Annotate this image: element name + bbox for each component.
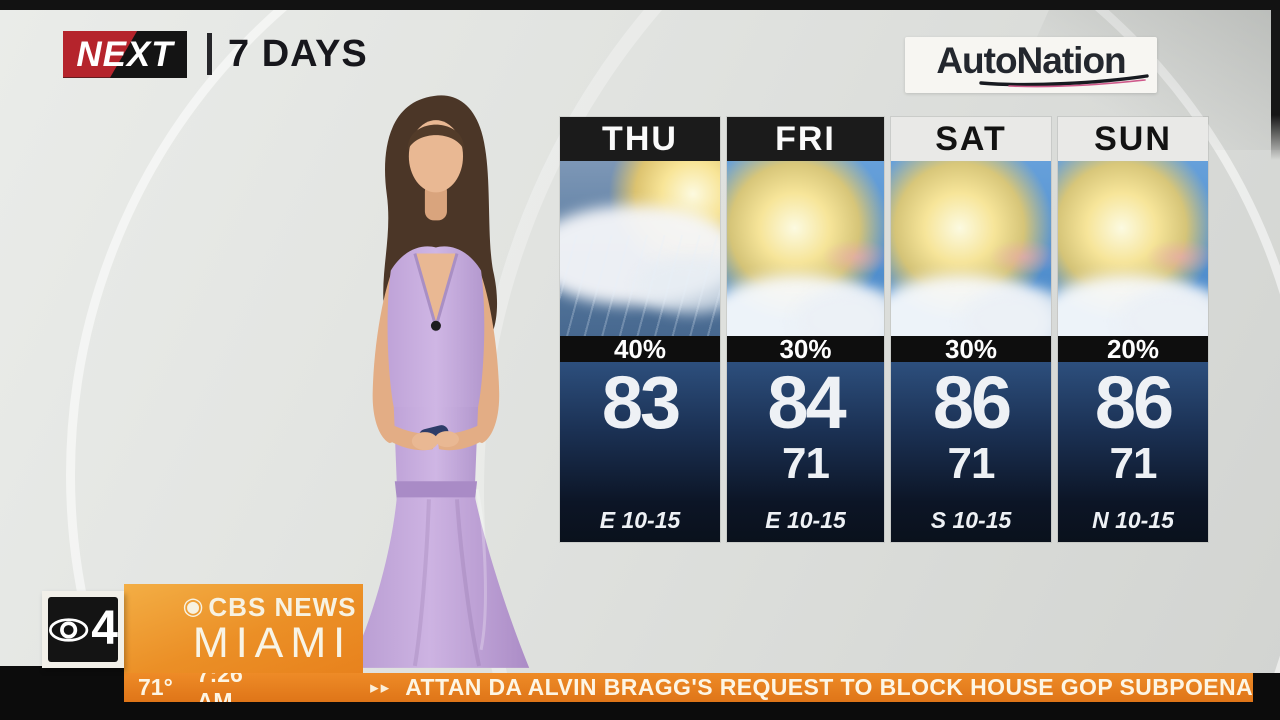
high-temp: 84 — [767, 361, 846, 444]
ticker-headline: ATTAN DA ALVIN BRAGG'S REQUEST TO BLOCK … — [405, 674, 1253, 700]
temperature-panel: 84 71 E 10-15 — [727, 362, 884, 542]
forecast-day-column: SAT 30% 86 71 S 10-15 — [891, 117, 1051, 542]
current-temperature: 71° — [138, 674, 173, 700]
wind-forecast: E 10-15 — [599, 507, 681, 533]
day-label: THU — [560, 117, 720, 161]
wind-forecast: N 10-15 — [1092, 507, 1174, 533]
low-temp: 71 — [947, 439, 996, 488]
ticker-arrows-icon: ▸▸ — [370, 677, 392, 697]
channel-logo: 4 — [42, 591, 124, 668]
forecast-day-column: FRI 30% 84 71 E 10-15 — [727, 117, 884, 542]
cbs-news-wordmark: ◉ CBS NEWS — [182, 594, 356, 620]
station-city: MIAMI — [192, 619, 353, 667]
cloud-icon — [636, 257, 720, 313]
bottom-letterbox-bar — [0, 702, 1280, 720]
cbs-eye-icon: ◉ — [182, 593, 205, 620]
temperature-panel: 86 71 S 10-15 — [891, 362, 1051, 542]
mostly-cloudy-showers-icon — [560, 161, 720, 336]
top-letterbox-bar — [0, 0, 1280, 10]
precip-chance: 30% — [891, 336, 1051, 362]
high-temp: 86 — [1094, 361, 1174, 444]
forecast-day-column: THU 40% 83 E 10-15 — [560, 117, 720, 542]
station-banner: ◉ CBS NEWS MIAMI — [124, 584, 363, 673]
low-temp: 71 — [1109, 439, 1158, 488]
high-temp: 83 — [601, 361, 681, 444]
day-label: SAT — [891, 117, 1051, 161]
lower-right-black-block — [1253, 673, 1280, 702]
next-logo-text: NEXT — [76, 34, 174, 74]
lapel-microphone — [430, 320, 441, 331]
precip-chance: 40% — [560, 336, 720, 362]
temperature-panel: 86 71 N 10-15 — [1058, 362, 1208, 542]
cbs-news-text: CBS NEWS — [208, 592, 357, 622]
presenter-dress-belt — [394, 481, 478, 500]
right-frame-edge — [1271, 10, 1280, 160]
sponsor-logo: AutoNation — [905, 37, 1157, 93]
day-label: SUN — [1058, 117, 1208, 161]
presenter-dress-skirt — [348, 497, 530, 668]
show-lockup: NEXT 7 DAYS — [63, 30, 368, 78]
sponsor-logo-text: AutoNation — [936, 40, 1126, 81]
lockup-divider — [207, 33, 212, 75]
news-ticker: 71° 7:26 AM ▸▸ ATTAN DA ALVIN BRAGG'S RE… — [124, 661, 1253, 714]
next-logo: NEXT — [63, 30, 187, 78]
temperature-panel: 83 E 10-15 — [560, 362, 720, 542]
presenter-face — [408, 120, 464, 193]
lens-flare — [989, 239, 1051, 275]
partly-cloudy-sun-icon — [1058, 161, 1208, 336]
wind-forecast: S 10-15 — [930, 507, 1012, 533]
rain-icon — [560, 234, 720, 336]
lens-flare — [822, 239, 884, 275]
precip-chance: 30% — [727, 336, 884, 362]
forecast-day-column: SUN 20% 86 71 N 10-15 — [1058, 117, 1208, 542]
precip-chance: 20% — [1058, 336, 1208, 362]
partly-cloudy-sun-icon — [891, 161, 1051, 336]
weather-presenter — [348, 95, 530, 668]
channel-number: 4 — [91, 601, 118, 655]
high-temp: 86 — [932, 361, 1012, 444]
cbs-eye-icon — [49, 617, 89, 642]
lens-flare — [1146, 239, 1208, 275]
segment-title: 7 DAYS — [228, 33, 368, 75]
wind-forecast: E 10-15 — [765, 507, 846, 533]
sponsor-swoosh-icon — [979, 74, 1149, 88]
low-temp: 71 — [782, 439, 830, 488]
partly-cloudy-sun-icon — [727, 161, 884, 336]
day-label: FRI — [727, 117, 884, 161]
